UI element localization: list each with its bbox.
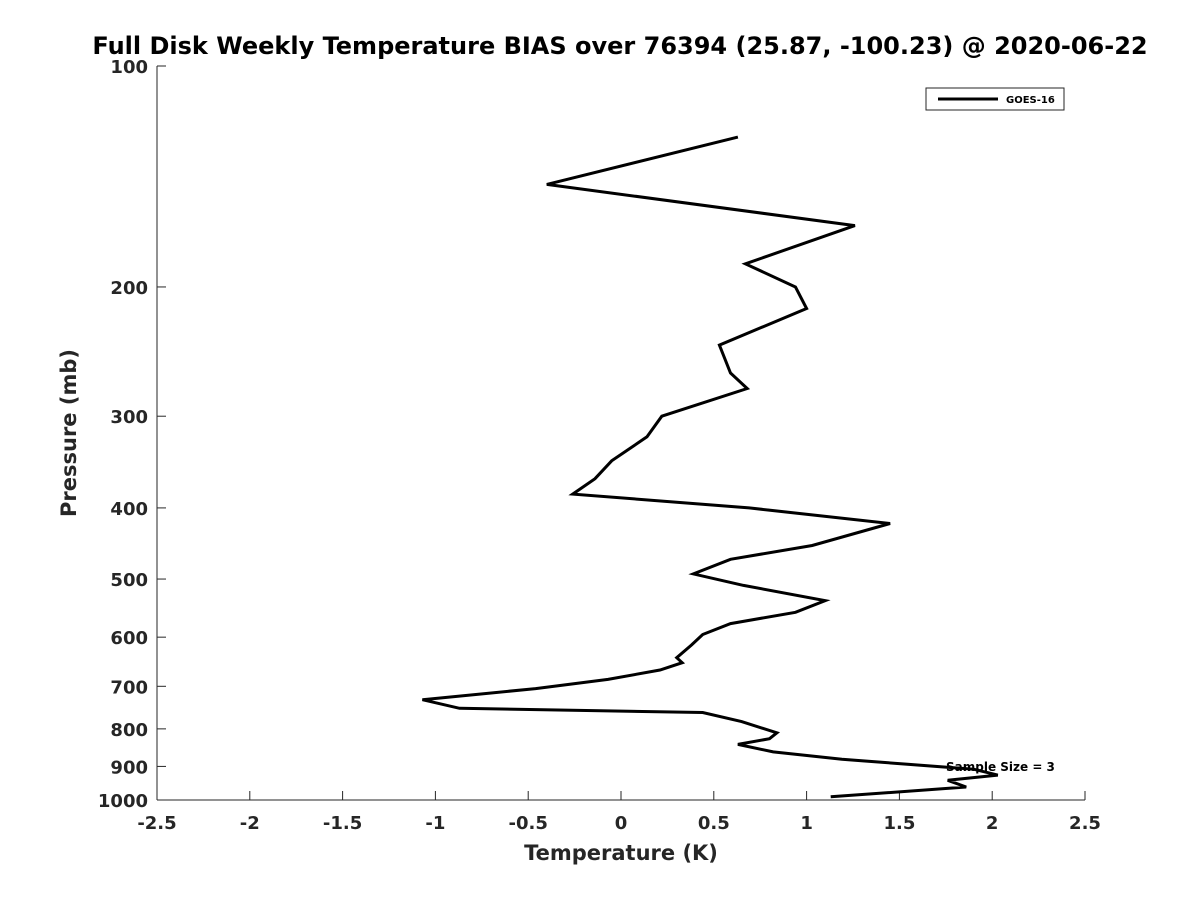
x-tick-label: -0.5 xyxy=(509,813,548,834)
sample-size-annotation: Sample Size = 3 xyxy=(946,760,1055,774)
series-line-goes-16 xyxy=(422,135,999,799)
legend-label: GOES-16 xyxy=(1006,95,1055,106)
x-tick-label: -1.5 xyxy=(323,813,362,834)
series-layer xyxy=(422,135,999,799)
y-tick-label: 300 xyxy=(110,407,148,428)
y-tick-label: 500 xyxy=(110,570,148,591)
y-tick-label: 1000 xyxy=(98,791,148,812)
plot-axes xyxy=(156,66,1085,801)
y-tick-label: 800 xyxy=(110,720,148,741)
x-tick-label: -1 xyxy=(425,813,445,834)
x-tick-label: 1.5 xyxy=(883,813,915,834)
x-tick-label: 0.5 xyxy=(698,813,730,834)
x-ticks: -2.5 -2 -1.5 -1 -0.5 0 0.5 1 1.5 2 2.5 xyxy=(137,791,1101,834)
x-tick-label: -2.5 xyxy=(137,813,176,834)
y-tick-label: 100 xyxy=(110,57,148,78)
y-tick-label: 400 xyxy=(110,499,148,520)
x-axis-label: Temperature (K) xyxy=(524,841,718,865)
x-tick-label: 1 xyxy=(800,813,813,834)
x-tick-label: -2 xyxy=(240,813,260,834)
y-ticks: 100 200 300 400 500 600 700 800 900 1000 xyxy=(98,57,166,812)
y-tick-label: 900 xyxy=(110,757,148,778)
x-tick-label: 2.5 xyxy=(1069,813,1101,834)
chart-title: Full Disk Weekly Temperature BIAS over 7… xyxy=(92,32,1147,60)
y-tick-label: 600 xyxy=(110,628,148,649)
x-tick-label: 0 xyxy=(615,813,628,834)
legend: GOES-16 xyxy=(925,87,1065,111)
x-tick-label: 2 xyxy=(986,813,999,834)
y-axis-label: Pressure (mb) xyxy=(57,349,81,517)
y-tick-label: 700 xyxy=(110,677,148,698)
y-tick-label: 200 xyxy=(110,278,148,299)
